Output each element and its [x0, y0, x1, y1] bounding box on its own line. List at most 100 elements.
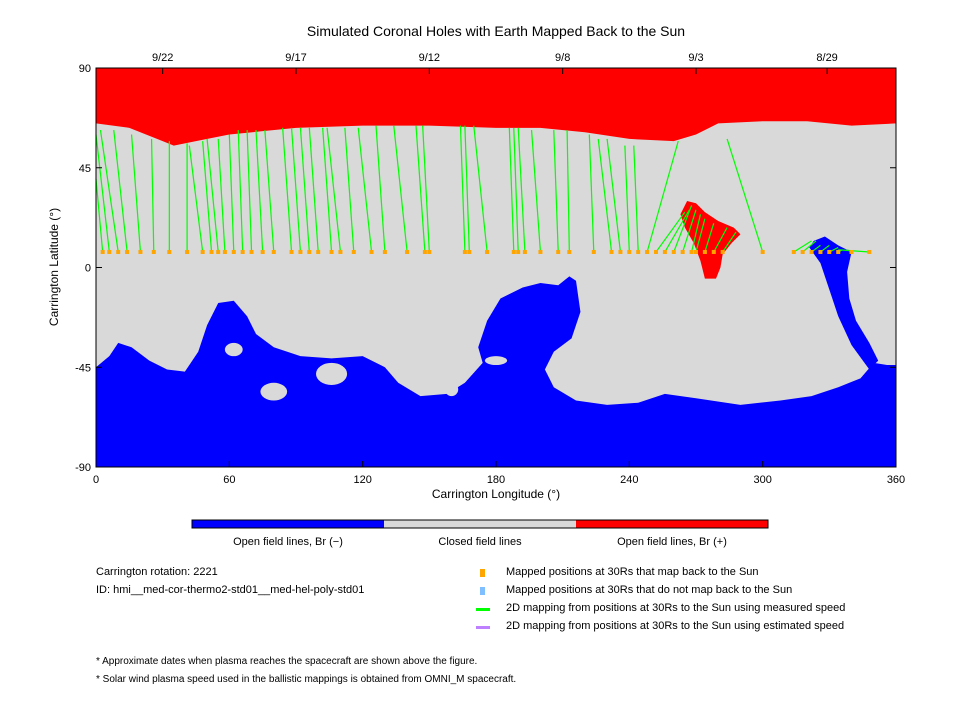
mapped-position-point — [867, 249, 872, 254]
mapped-position-point — [151, 249, 156, 254]
mapped-position-point — [125, 249, 130, 254]
mapped-position-point — [405, 249, 410, 254]
mapped-position-point — [138, 249, 143, 254]
mapped-position-point — [231, 249, 236, 254]
carrington-rotation: Carrington rotation: 2221 — [96, 566, 218, 578]
mapping-line — [357, 127, 373, 253]
mapped-position-point — [511, 249, 516, 254]
mapping-line — [464, 125, 470, 253]
mapped-position-point — [260, 249, 265, 254]
mapped-position-point — [216, 249, 221, 254]
y-tick-label: 45 — [79, 163, 91, 175]
legend-not-mapped: Mapped positions at 30Rs that do not map… — [480, 584, 793, 596]
colorbar-label: Open field lines, Br (−) — [233, 536, 343, 548]
mapped-position-point — [800, 249, 805, 254]
mapped-position-point — [694, 249, 698, 254]
legend-label: Mapped positions at 30Rs that map back t… — [506, 566, 759, 578]
mapping-line — [473, 125, 488, 253]
south-polar-coronal-hole — [96, 276, 896, 467]
closed-field-island — [260, 382, 288, 401]
north-polar-coronal-hole — [96, 68, 896, 146]
mapping-line — [95, 134, 110, 253]
mapped-position-point — [307, 249, 312, 254]
mapping-line — [588, 134, 595, 253]
legend-mapped: Mapped positions at 30Rs that map back t… — [480, 566, 759, 578]
closed-field-island — [484, 356, 508, 366]
mapping-line — [237, 130, 244, 253]
legend-measured: 2D mapping from positions at 30Rs to the… — [476, 602, 845, 614]
mapping-line — [290, 127, 302, 253]
mapping-line — [95, 178, 104, 253]
y-tick-label: -45 — [75, 362, 91, 374]
legend-label: Mapped positions at 30Rs that do not map… — [506, 584, 793, 596]
mapped-position-point — [720, 249, 725, 254]
mapped-position-point — [711, 249, 716, 254]
mapping-line — [375, 125, 386, 253]
mapped-position-point — [382, 249, 387, 254]
low-latitude-negative-hole — [809, 236, 879, 370]
colorbar-frame — [191, 519, 769, 529]
x-tick-label: 360 — [887, 474, 905, 486]
date-tick-label: 9/22 — [152, 52, 173, 64]
date-tick-label: 9/12 — [419, 52, 440, 64]
mapped-position-point — [636, 249, 641, 254]
mapping-line — [217, 138, 226, 253]
mapping-line — [722, 231, 737, 253]
mapping-line — [326, 127, 342, 253]
mapped-position-point — [107, 249, 112, 254]
mapping-line — [802, 240, 817, 253]
y-tick-label: 90 — [79, 63, 91, 75]
mapping-line — [690, 214, 702, 253]
mapped-position-point — [760, 249, 765, 254]
mapped-position-point — [338, 249, 343, 254]
mapped-position-point — [627, 249, 632, 254]
mapped-position-point — [422, 249, 427, 254]
mapping-line — [530, 130, 542, 253]
colorbar-label: Closed field lines — [438, 536, 522, 548]
mapping-line — [508, 127, 515, 253]
mapping-line — [606, 138, 622, 253]
mapping-line — [704, 222, 715, 253]
mapping-line — [264, 130, 275, 253]
note-dates: * Approximate dates when plasma reaches … — [96, 656, 478, 667]
mapped-position-point — [556, 249, 561, 254]
mapping-line — [459, 125, 466, 253]
mapping-line — [150, 138, 155, 252]
mapped-position-point — [222, 249, 227, 254]
mapped-position-point — [567, 249, 572, 254]
mapping-line — [393, 125, 408, 253]
mapping-line — [113, 130, 128, 253]
mapping-line — [566, 130, 570, 252]
date-tick-label: 9/17 — [285, 52, 306, 64]
mapping-line — [415, 125, 426, 253]
x-tick-label: 300 — [753, 474, 771, 486]
mapped-position-point — [662, 249, 667, 254]
mapped-position-point — [298, 249, 303, 254]
x-axis-label: Carrington Longitude (°) — [432, 487, 560, 501]
mapping-line — [206, 138, 219, 253]
colorbar-segment — [384, 520, 576, 528]
mapping-line — [282, 127, 293, 253]
mapped-position-point — [351, 249, 356, 254]
mapping-line — [344, 127, 355, 253]
mapping-line — [673, 205, 693, 253]
x-tick-label: 60 — [223, 474, 235, 486]
mapping-line — [246, 130, 253, 253]
mapped-position-point — [427, 249, 432, 254]
mapping-line — [664, 209, 690, 253]
legend-label: 2D mapping from positions at 30Rs to the… — [506, 620, 845, 632]
mapped-position-point — [249, 249, 254, 254]
mapped-position-point — [836, 249, 841, 254]
mapped-position-point — [100, 249, 105, 254]
mapping-line — [553, 130, 559, 253]
x-tick-label: 0 — [93, 474, 99, 486]
mapped-position-point — [467, 249, 472, 254]
low-latitude-positive-hole — [680, 201, 741, 279]
note-speed: * Solar wind plasma speed used in the ba… — [96, 674, 517, 685]
chart-title: Simulated Coronal Holes with Earth Mappe… — [307, 23, 685, 39]
mapped-position-point — [791, 249, 796, 254]
mapped-position-point — [167, 249, 172, 254]
mapping-line — [202, 141, 213, 253]
mapping-line — [99, 129, 119, 253]
